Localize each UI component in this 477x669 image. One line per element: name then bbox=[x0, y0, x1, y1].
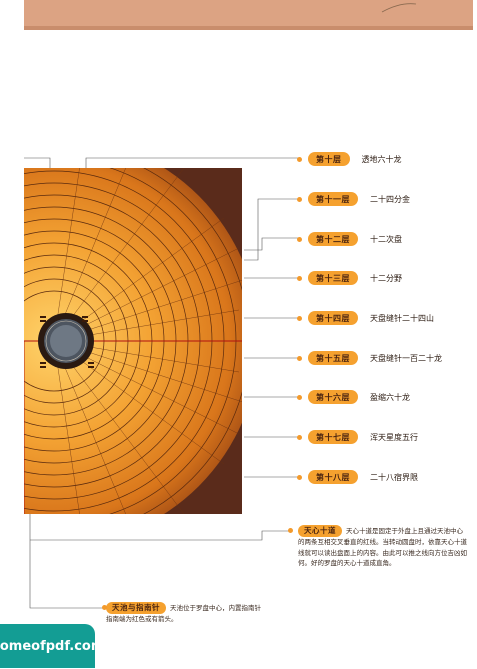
layer-label: 第十五层 bbox=[308, 351, 358, 365]
tianxin-label: 天心十道 bbox=[298, 525, 342, 537]
bullet-dot bbox=[297, 356, 302, 361]
watermark-logo: homeofpdf.com bbox=[0, 624, 104, 668]
bullet-dot bbox=[288, 528, 293, 533]
layer-row: 第十四层 天盘缝针二十四山 bbox=[297, 310, 434, 326]
bullet-dot bbox=[297, 475, 302, 480]
bullet-dot bbox=[297, 157, 302, 162]
layer-label: 第十六层 bbox=[308, 390, 358, 404]
layer-description: 二十四分金 bbox=[370, 194, 410, 204]
layer-description: 盈缩六十龙 bbox=[370, 392, 410, 402]
tianxin-note: 天心十道 天心十道是固定于外盘上且通过天池中心的两条互相交叉垂直的红线。当转动圆盘… bbox=[298, 525, 468, 569]
bullet-dot bbox=[297, 435, 302, 440]
layer-row: 第十二层 十二次盘 bbox=[297, 231, 402, 247]
header-band-shadow bbox=[24, 26, 473, 30]
luopan-compass-photo bbox=[24, 168, 242, 514]
bullet-dot bbox=[297, 237, 302, 242]
layer-description: 二十八宿界限 bbox=[370, 472, 418, 482]
tianxin-text: 天心十道是固定于外盘上且通过天池中心的两条互相交叉垂直的红线。当转动圆盘时，依靠… bbox=[298, 527, 467, 567]
page-curl-decoration bbox=[381, 3, 417, 13]
layer-row: 第十一层 二十四分金 bbox=[297, 191, 410, 207]
tianchi-text: 天池位于罗盘中心，内置指南针指南端为红色或有箭头。 bbox=[106, 604, 261, 623]
layer-label: 第十七层 bbox=[308, 430, 358, 444]
bullet-dot bbox=[297, 395, 302, 400]
layer-row: 第十五层 天盘缝针一百二十龙 bbox=[297, 350, 442, 366]
layer-description: 透地六十龙 bbox=[361, 154, 402, 164]
layer-description: 天盘缝针二十四山 bbox=[370, 313, 434, 323]
layer-description: 十二次盘 bbox=[370, 234, 402, 244]
layer-row: 第十层 透地六十龙 bbox=[297, 151, 402, 167]
layer-row: 第十七层 浑天星度五行 bbox=[297, 429, 418, 445]
layer-row: 第十八层 二十八宿界限 bbox=[297, 469, 418, 485]
layer-label: 第十八层 bbox=[308, 470, 358, 484]
layer-row: 第十六层 盈缩六十龙 bbox=[297, 389, 410, 405]
tianchi-note: 天池与指南针 天池位于罗盘中心，内置指南针指南端为红色或有箭头。 bbox=[106, 602, 266, 625]
layer-description: 天盘缝针一百二十龙 bbox=[370, 353, 442, 363]
layer-label: 第十一层 bbox=[308, 192, 358, 206]
bullet-dot bbox=[297, 276, 302, 281]
layer-description: 十二分野 bbox=[370, 273, 402, 283]
bullet-dot bbox=[297, 197, 302, 202]
bullet-dot bbox=[297, 316, 302, 321]
layer-label: 第十四层 bbox=[308, 311, 358, 325]
layer-label: 第十二层 bbox=[308, 232, 358, 246]
layer-description: 浑天星度五行 bbox=[370, 432, 418, 442]
layer-row: 第十三层 十二分野 bbox=[297, 270, 402, 286]
layer-label: 第十三层 bbox=[308, 271, 358, 285]
layer-label: 第十层 bbox=[308, 152, 350, 166]
bullet-dot bbox=[102, 605, 107, 610]
tianchi-label: 天池与指南针 bbox=[106, 602, 166, 614]
